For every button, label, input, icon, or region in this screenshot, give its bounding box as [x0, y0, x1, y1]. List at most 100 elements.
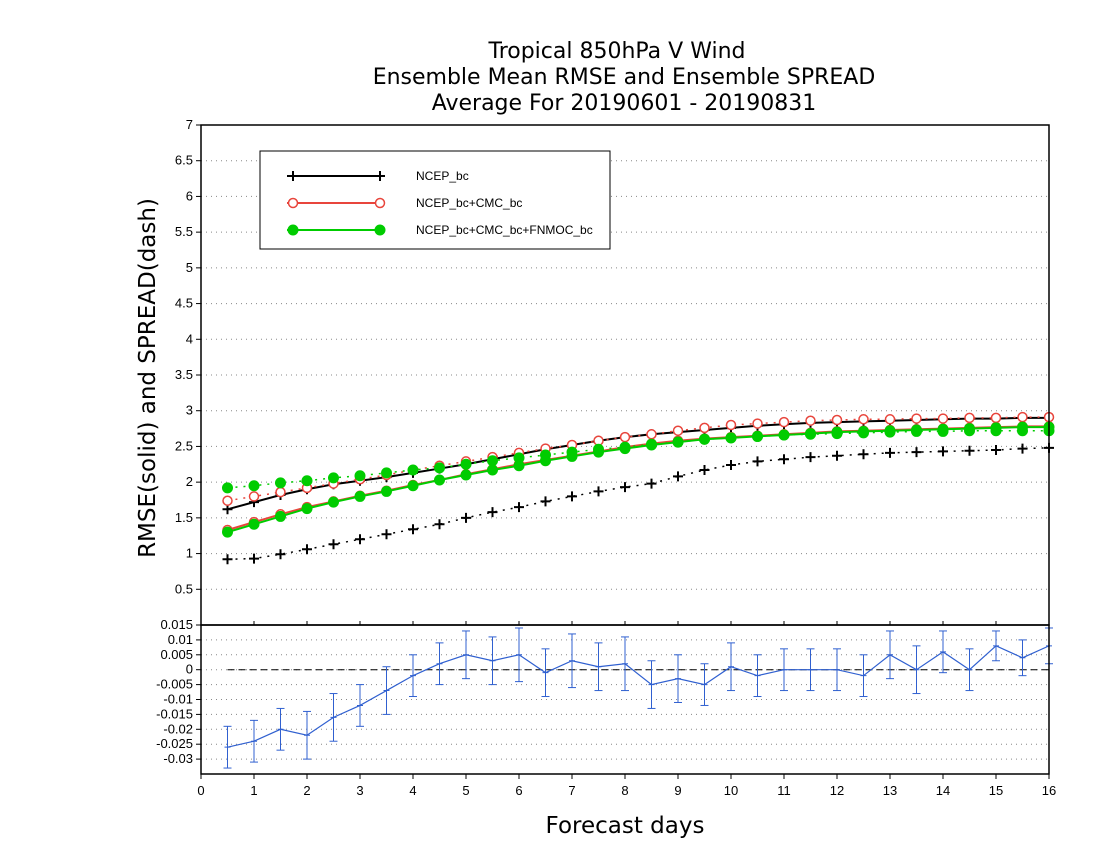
x-tick-label: 10 [724, 783, 738, 798]
spread-point [275, 477, 286, 489]
rmse-point [990, 422, 1002, 434]
rmse-line [227, 425, 1049, 531]
bottom-y-tick-label: -0.005 [156, 677, 193, 692]
spread-point [990, 412, 1002, 424]
rmse-point [222, 526, 233, 538]
spread-point [487, 455, 498, 467]
rmse-point [407, 480, 419, 492]
difference-point [489, 657, 496, 664]
difference-point [410, 672, 416, 679]
difference-point [1019, 654, 1026, 661]
x-tick-label: 7 [568, 783, 575, 798]
rmse-point [619, 443, 631, 455]
spread-point [646, 429, 657, 440]
rmse-point [328, 496, 339, 508]
rmse-point [805, 428, 816, 440]
spread-point [619, 431, 631, 443]
spread-point [275, 486, 286, 498]
spread-point [593, 486, 604, 497]
rmse-point [937, 423, 949, 435]
difference-point [834, 666, 840, 673]
rmse-point [460, 469, 472, 481]
rmse-point [646, 439, 657, 451]
spread-point [725, 419, 737, 431]
rmse-point [354, 490, 366, 502]
difference-point [940, 648, 946, 655]
difference-point [516, 651, 522, 658]
top-y-tick-label: 3.5 [175, 367, 193, 382]
rmse-point [487, 464, 498, 476]
difference-point [357, 702, 363, 709]
spread-point [301, 475, 313, 487]
top-y-tick-label: 3 [186, 403, 193, 418]
x-tick-label: 15 [989, 783, 1003, 798]
bottom-y-tick-label: -0.03 [163, 751, 193, 766]
top-y-tick-label: 2 [186, 474, 193, 489]
spread-point [964, 412, 975, 424]
bottom-y-tick-label: -0.01 [163, 692, 193, 707]
bottom-panel-series [223, 627, 1053, 769]
spread-point [249, 553, 259, 564]
difference-point [251, 738, 257, 745]
spread-point [1017, 443, 1028, 454]
top-y-tick-label: 2.5 [175, 438, 193, 453]
spread-point [248, 480, 260, 492]
legend-box [259, 150, 611, 250]
spread-point [832, 450, 842, 461]
rmse-point [275, 510, 286, 522]
difference-point [648, 681, 655, 688]
series-2 [222, 421, 1055, 538]
legend-marker [374, 197, 386, 209]
bottom-y-tick-label: 0.015 [160, 617, 193, 632]
spread-point [434, 462, 445, 474]
x-tick-label: 9 [674, 783, 681, 798]
spread-point [779, 454, 789, 465]
x-tick-label: 13 [883, 783, 897, 798]
x-tick-label: 2 [303, 783, 310, 798]
x-tick-label: 8 [621, 783, 628, 798]
spread-point [858, 449, 869, 460]
spread-point [302, 544, 312, 555]
rmse-point [566, 450, 578, 462]
spread-point [726, 460, 736, 470]
rmse-point [434, 474, 445, 486]
difference-point [966, 666, 973, 673]
legend-marker [375, 171, 385, 181]
spread-point [354, 470, 366, 482]
x-tick-label: 4 [409, 783, 416, 798]
rmse-point [672, 436, 684, 448]
spread-point [911, 413, 922, 424]
title-line-1: Tropical 850hPa V Wind [487, 39, 745, 64]
spread-point [752, 418, 763, 429]
difference-point [542, 669, 549, 676]
spread-point [222, 495, 233, 506]
spread-point [673, 471, 683, 482]
spread-point [672, 425, 684, 436]
top-y-tick-label: 6.5 [175, 153, 193, 168]
rmse-point [752, 430, 763, 442]
difference-point [754, 672, 761, 679]
difference-point [330, 714, 337, 721]
rmse-point [513, 460, 525, 472]
spread-point [355, 534, 365, 545]
bottom-y-tick-label: 0.01 [168, 632, 193, 647]
difference-point [675, 675, 681, 682]
difference-point [887, 651, 893, 658]
spread-point [328, 539, 339, 550]
top-y-tick-label: 5.5 [175, 224, 193, 239]
x-tick-label: 16 [1042, 783, 1056, 798]
rmse-point [540, 455, 551, 467]
spread-point [805, 452, 816, 463]
bottom-y-tick-label: -0.015 [156, 706, 193, 721]
legend-marker [288, 171, 298, 181]
top-y-tick-label: 0.5 [175, 581, 193, 596]
x-tick-label: 1 [250, 783, 257, 798]
spread-point [805, 415, 816, 426]
spread-point [884, 414, 896, 425]
bottom-y-tick-label: -0.02 [163, 721, 193, 736]
rmse-point [381, 485, 392, 497]
spread-point [381, 467, 392, 479]
spread-point [248, 491, 260, 502]
x-axis-label: Forecast days [546, 813, 705, 839]
x-tick-label: 0 [197, 783, 204, 798]
